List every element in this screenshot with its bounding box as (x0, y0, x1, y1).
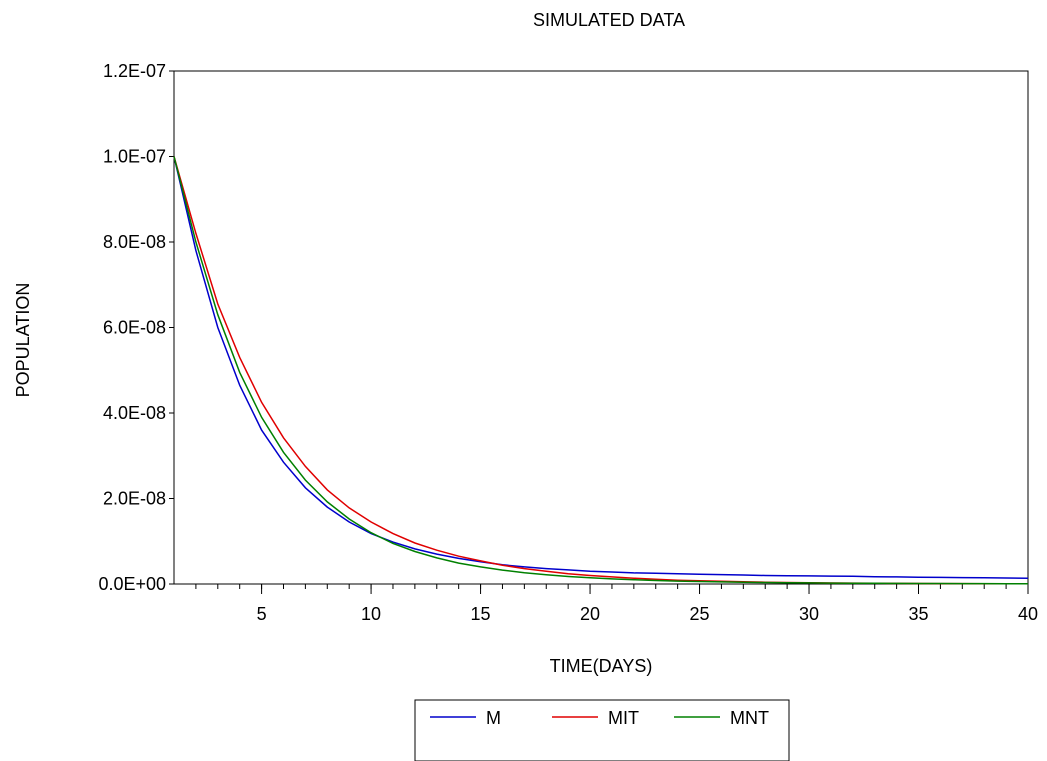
y-tick-label: 2.0E-08 (103, 489, 166, 509)
y-tick-label: 1.2E-07 (103, 61, 166, 81)
x-tick-label: 10 (361, 604, 381, 624)
x-tick-label: 5 (257, 604, 267, 624)
legend: M MIT MNT (414, 699, 790, 761)
x-axis-label: TIME(DAYS) (550, 656, 653, 676)
y-axis-label: POPULATION (13, 283, 33, 398)
y-tick-label: 1.0E-07 (103, 147, 166, 167)
legend-label-mnt: MNT (730, 708, 769, 728)
legend-box (414, 699, 790, 761)
y-tick-label: 4.0E-08 (103, 403, 166, 423)
y-tick-label: 6.0E-08 (103, 318, 166, 338)
legend-label-mit: MIT (608, 708, 639, 728)
x-tick-label: 25 (690, 604, 710, 624)
series-line-m (173, 156, 1029, 579)
series-lines (173, 156, 1029, 585)
x-tick-label: 35 (908, 604, 928, 624)
chart-title: SIMULATED DATA (533, 10, 685, 30)
y-tick-label: 8.0E-08 (103, 232, 166, 252)
x-tick-label: 30 (799, 604, 819, 624)
legend-label-m: M (486, 708, 501, 728)
x-tick-label: 40 (1018, 604, 1038, 624)
series-line-mnt (173, 156, 1028, 585)
y-tick-label: 0.0E+00 (98, 574, 166, 594)
y-axis-ticks: 0.0E+00 2.0E-08 4.0E-08 6.0E-08 8.0E-08 1.0E-… (98, 61, 174, 594)
x-tick-label: 20 (580, 604, 600, 624)
x-tick-label: 15 (471, 604, 491, 624)
x-axis-ticks: 5 10 15 20 25 30 35 40 (195, 584, 1038, 624)
